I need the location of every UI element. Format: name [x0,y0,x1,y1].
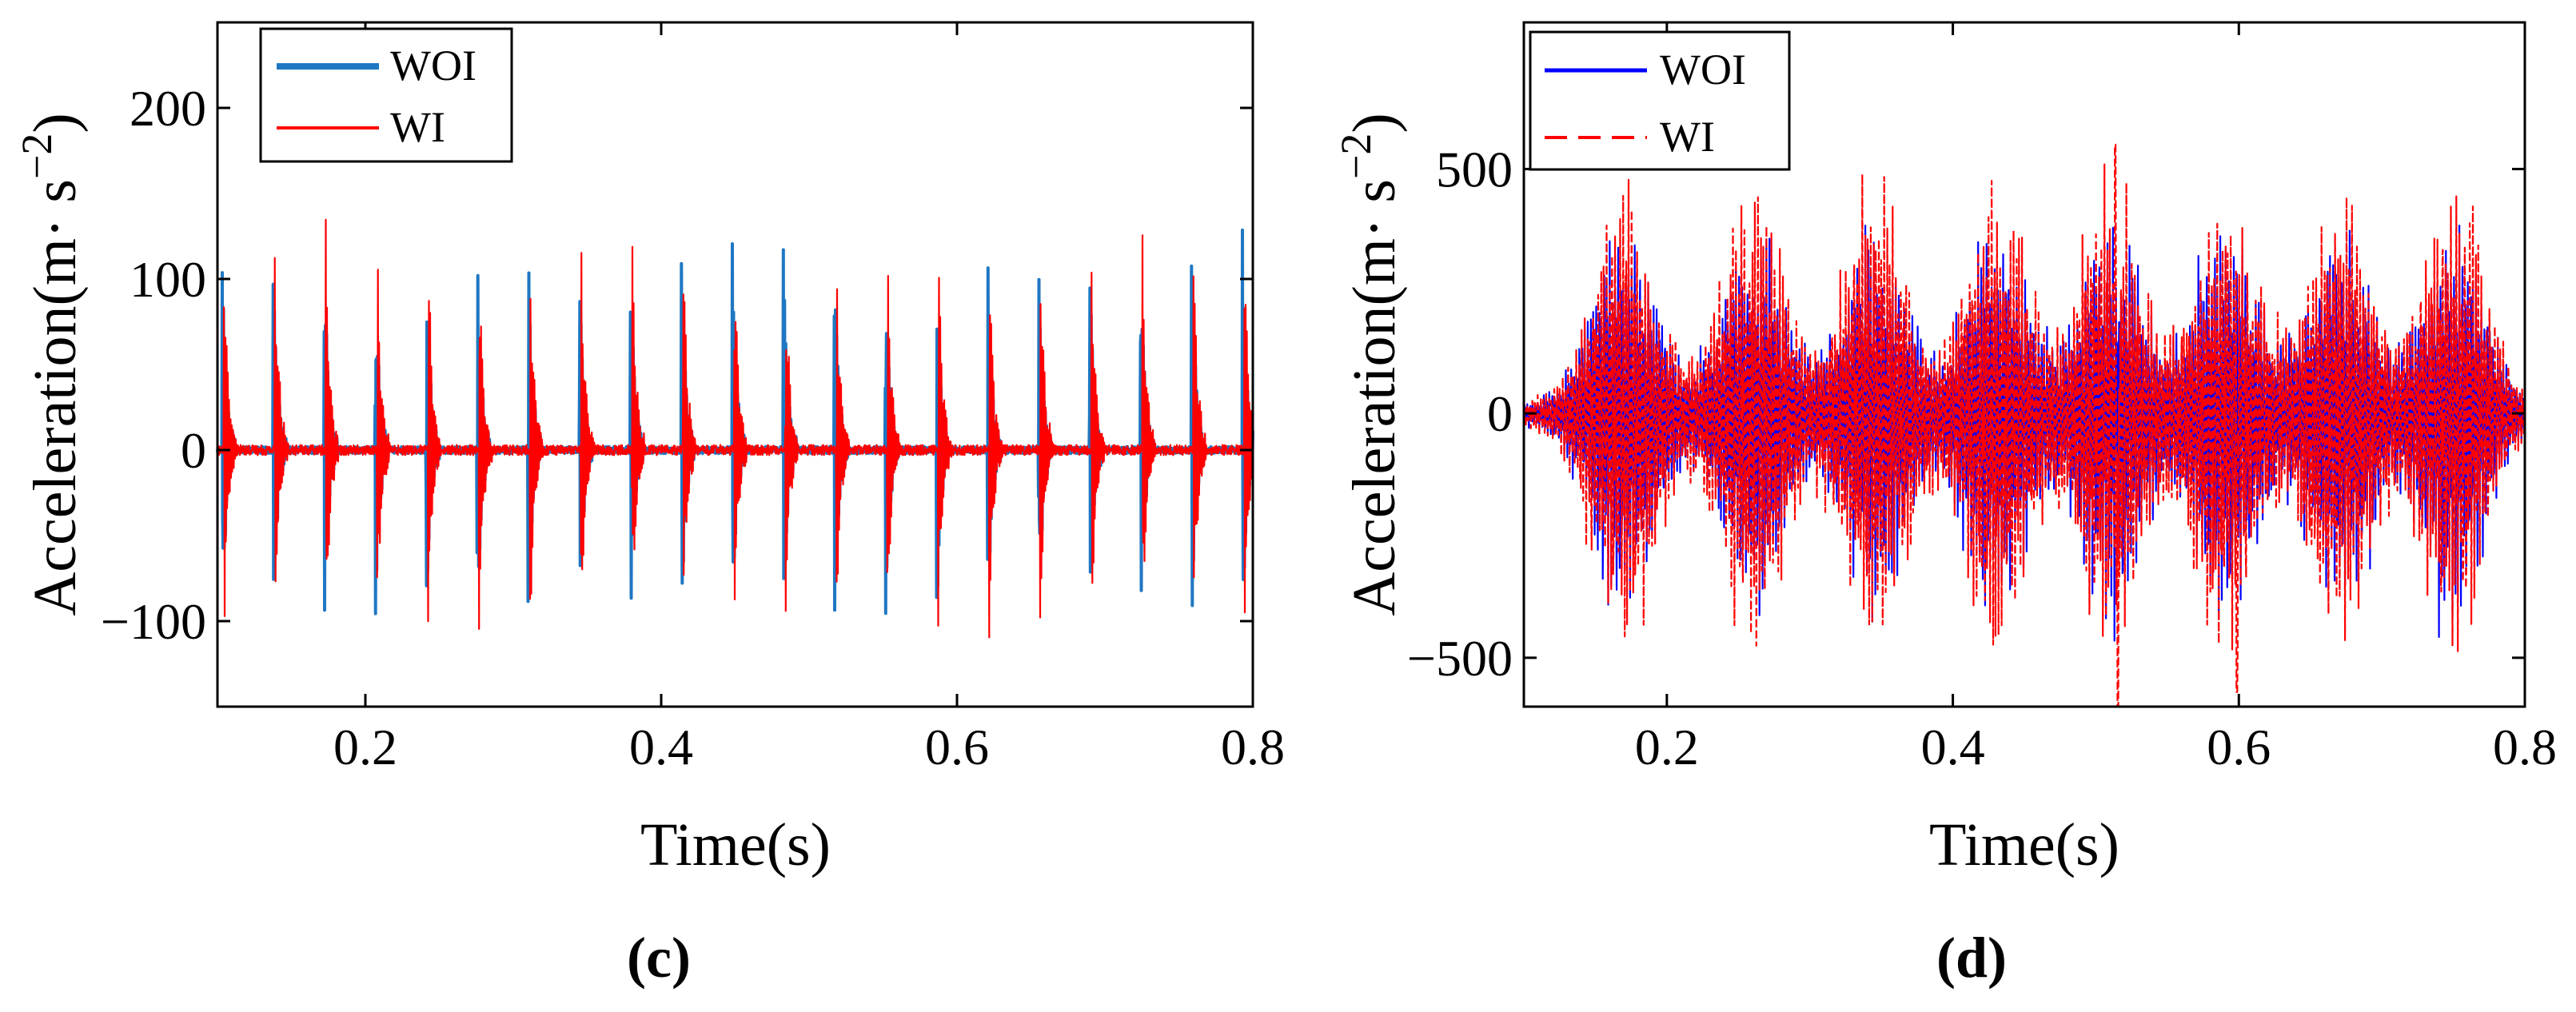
d-y-tick-label: 500 [1436,141,1513,197]
c-y-axis-label-base: Acceleration(m· s [22,179,89,616]
d-ticks: 0.2 0.4 0.6 0.8 −500 0 500 [1407,22,2557,775]
d-x-tick-label: 0.4 [1921,719,1985,775]
d-traces [1522,143,2526,708]
c-x-axis-label: Time(s) [640,811,831,879]
d-x-tick-label: 0.8 [2493,719,2557,775]
d-y-tick-label: −500 [1407,630,1513,687]
c-y-tick-label: 100 [130,251,206,308]
c-panel-label: (c) [627,926,691,990]
d-x-axis-label: Time(s) [1929,811,2119,879]
c-y-tick-label: −100 [101,593,206,650]
c-ticks: 0.2 0.4 0.6 0.8 −100 0 100 200 [101,22,1285,775]
c-x-tick-label: 0.8 [1221,719,1285,775]
d-y-axis-label-exp: −2 [1332,133,1380,179]
c-x-tick-label: 0.6 [925,719,989,775]
c-legend: WOI WI [259,27,513,163]
chart-panel-d: 0.2 0.4 0.6 0.8 −500 0 500 WOI WI Time(s) Acce… [1332,21,2557,990]
d-axes-frame [1522,21,2526,708]
c-legend-box [259,27,513,163]
c-axes-frame [216,21,1254,708]
d-y-axis-label-close: ) [1341,113,1408,133]
c-legend-label-wi: WI [390,103,445,151]
d-legend-box [1529,30,1791,171]
c-y-axis-label-exp: −2 [13,133,61,179]
d-x-tick-label: 0.2 [1635,719,1699,775]
c-series-line-wi [216,218,1254,639]
c-x-tick-label: 0.2 [333,719,397,775]
c-y-tick-label: 200 [130,80,206,137]
c-x-tick-label: 0.4 [629,719,693,775]
d-y-tick-label: 0 [1487,385,1513,442]
c-y-axis-label-close: ) [22,113,89,133]
d-y-axis-label: Acceleration(m· s−2) [1332,113,1408,616]
c-y-axis-label: Acceleration(m· s−2) [13,113,89,616]
c-y-tick-label: 0 [181,422,206,479]
chart-panel-c: 0.2 0.4 0.6 0.8 −100 0 100 200 WOI WI Time(s) A… [13,21,1285,990]
d-x-tick-label: 0.6 [2207,719,2271,775]
d-legend: WOI WI [1529,30,1791,171]
c-traces [216,218,1254,639]
c-legend-label-woi: WOI [390,42,477,90]
d-legend-label-wi: WI [1660,113,1715,161]
d-series-line-wi [1522,143,2526,708]
d-panel-label: (d) [1936,926,2007,990]
d-legend-label-woi: WOI [1660,46,1746,94]
d-y-axis-label-base: Acceleration(m· s [1341,179,1408,616]
